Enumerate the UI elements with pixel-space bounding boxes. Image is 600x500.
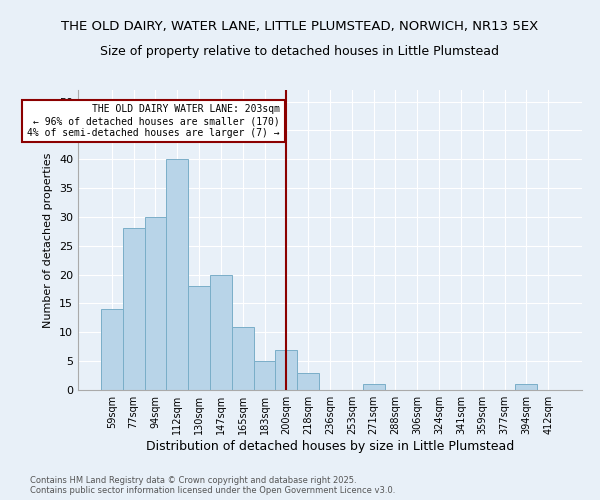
Text: THE OLD DAIRY WATER LANE: 203sqm
← 96% of detached houses are smaller (170)
4% o: THE OLD DAIRY WATER LANE: 203sqm ← 96% o… xyxy=(27,104,280,138)
Bar xyxy=(188,286,210,390)
Bar xyxy=(145,217,166,390)
Bar xyxy=(254,361,275,390)
Bar xyxy=(123,228,145,390)
Bar xyxy=(210,274,232,390)
Bar xyxy=(166,159,188,390)
Bar xyxy=(275,350,297,390)
Bar xyxy=(515,384,537,390)
X-axis label: Distribution of detached houses by size in Little Plumstead: Distribution of detached houses by size … xyxy=(146,440,514,453)
Bar xyxy=(232,326,254,390)
Bar xyxy=(101,309,123,390)
Y-axis label: Number of detached properties: Number of detached properties xyxy=(43,152,53,328)
Bar xyxy=(297,372,319,390)
Text: THE OLD DAIRY, WATER LANE, LITTLE PLUMSTEAD, NORWICH, NR13 5EX: THE OLD DAIRY, WATER LANE, LITTLE PLUMST… xyxy=(61,20,539,33)
Text: Size of property relative to detached houses in Little Plumstead: Size of property relative to detached ho… xyxy=(101,45,499,58)
Bar xyxy=(363,384,385,390)
Text: Contains HM Land Registry data © Crown copyright and database right 2025.
Contai: Contains HM Land Registry data © Crown c… xyxy=(30,476,395,495)
